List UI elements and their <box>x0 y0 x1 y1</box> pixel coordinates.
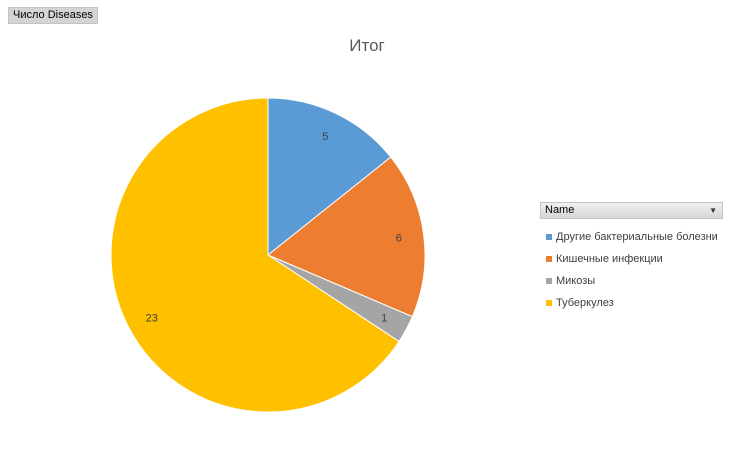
legend-item[interactable]: Кишечные инфекции <box>540 248 723 270</box>
legend-list: Другие бактериальные болезни Кишечные инф… <box>540 226 723 314</box>
legend-swatch <box>546 300 552 306</box>
legend-swatch <box>546 278 552 284</box>
legend-item-label: Туберкулез <box>556 297 614 309</box>
chart-title: Итог <box>349 36 385 55</box>
pie-data-label: 6 <box>396 232 402 244</box>
legend-item[interactable]: Туберкулез <box>540 292 723 314</box>
dropdown-arrow-icon[interactable]: ▼ <box>709 206 717 215</box>
legend: Name ▼ Другие бактериальные болезни Кишеч… <box>540 202 723 314</box>
legend-item-label: Другие бактериальные болезни <box>556 231 718 243</box>
legend-swatch <box>546 256 552 262</box>
legend-header-label: Name <box>545 204 575 216</box>
legend-filter-button[interactable]: Name ▼ <box>540 202 723 219</box>
legend-item[interactable]: Микозы <box>540 270 723 292</box>
pie-slice[interactable] <box>267 97 392 257</box>
pie-data-label: 1 <box>381 313 387 325</box>
pie-data-labels: 5 6 1 23 <box>146 131 402 325</box>
pie-slices <box>110 97 426 413</box>
value-field-button[interactable]: Число Diseases <box>8 7 98 24</box>
pie-data-label: 5 <box>322 131 328 143</box>
legend-item-label: Микозы <box>556 275 596 287</box>
pie-slice[interactable] <box>110 97 400 413</box>
pie-slice[interactable] <box>267 156 426 318</box>
legend-swatch <box>546 234 552 240</box>
legend-item-label: Кишечные инфекции <box>556 253 663 265</box>
pie-data-label: 23 <box>146 313 158 325</box>
legend-item[interactable]: Другие бактериальные болезни <box>540 226 723 248</box>
